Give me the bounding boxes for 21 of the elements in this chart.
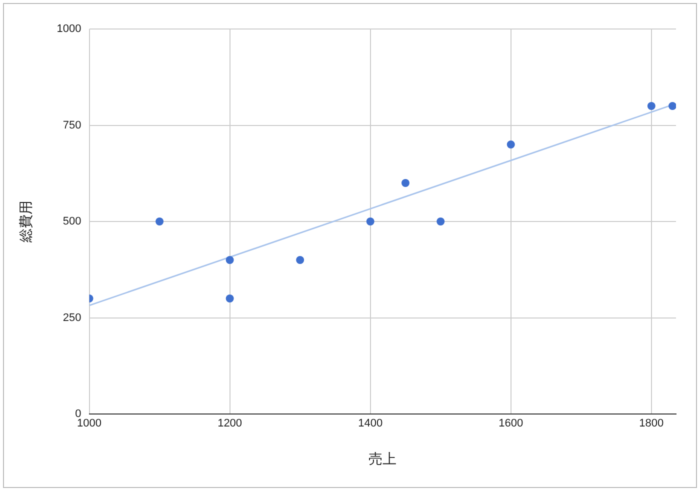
point xyxy=(296,256,304,264)
point xyxy=(156,218,164,226)
point xyxy=(366,218,374,226)
point xyxy=(506,140,515,148)
y-tick-label: 750 xyxy=(62,119,82,132)
y-tick-label: 500 xyxy=(62,216,82,228)
point xyxy=(401,179,410,187)
x-tick-label: 1400 xyxy=(358,418,383,430)
point xyxy=(647,102,656,110)
x-tick-label: 1000 xyxy=(77,418,102,430)
y-axis-title: 総費用 xyxy=(17,200,34,244)
point xyxy=(226,256,234,264)
x-tick-label: 1200 xyxy=(218,418,242,430)
point xyxy=(436,218,445,226)
point xyxy=(668,102,676,110)
x-axis-title: 売上 xyxy=(368,450,397,466)
x-tick-label: 1800 xyxy=(639,418,664,430)
y-tick-label: 1000 xyxy=(56,23,82,36)
y-tick-label: 250 xyxy=(62,312,82,324)
x-tick-label: 1600 xyxy=(498,418,524,430)
point xyxy=(226,294,234,302)
